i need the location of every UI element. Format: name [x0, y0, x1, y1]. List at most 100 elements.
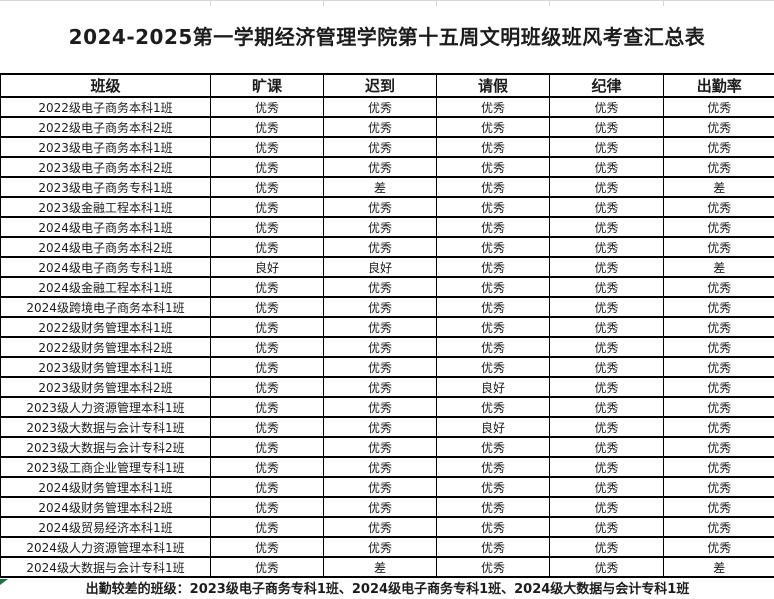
header-cell-class[interactable]: 班级 [0, 73, 211, 98]
rating-cell[interactable]: 优秀 [323, 236, 437, 258]
rating-cell[interactable]: 优秀 [210, 96, 324, 118]
rating-cell[interactable]: 优秀 [663, 156, 774, 178]
rating-cell[interactable]: 优秀 [210, 416, 324, 438]
rating-cell[interactable]: 优秀 [323, 416, 437, 438]
rating-cell[interactable]: 优秀 [436, 396, 550, 418]
rating-cell[interactable]: 优秀 [436, 556, 550, 578]
class-name-cell[interactable]: 2023级电子商务本科1班 [0, 136, 211, 158]
rating-cell[interactable]: 优秀 [663, 356, 774, 378]
class-name-cell[interactable]: 2023级财务管理本科2班 [0, 376, 211, 398]
class-name-cell[interactable]: 2024级财务管理本科1班 [0, 476, 211, 498]
rating-cell[interactable]: 优秀 [549, 176, 664, 198]
rating-cell[interactable]: 优秀 [549, 476, 664, 498]
rating-cell[interactable]: 良好 [436, 416, 550, 438]
class-name-cell[interactable]: 2022级电子商务本科2班 [0, 116, 211, 138]
rating-cell[interactable]: 优秀 [663, 396, 774, 418]
class-name-cell[interactable]: 2023级金融工程本科1班 [0, 196, 211, 218]
rating-cell[interactable]: 优秀 [323, 536, 437, 558]
class-name-cell[interactable]: 2024级人力资源管理本科1班 [0, 536, 211, 558]
rating-cell[interactable]: 优秀 [549, 396, 664, 418]
rating-cell[interactable]: 良好 [436, 376, 550, 398]
rating-cell[interactable]: 优秀 [210, 336, 324, 358]
class-name-cell[interactable]: 2023级人力资源管理本科1班 [0, 396, 211, 418]
rating-cell[interactable]: 优秀 [549, 256, 664, 278]
rating-cell[interactable]: 优秀 [549, 336, 664, 358]
rating-cell[interactable]: 优秀 [210, 276, 324, 298]
rating-cell[interactable]: 优秀 [663, 536, 774, 558]
rating-cell[interactable]: 优秀 [323, 516, 437, 538]
rating-cell[interactable]: 优秀 [323, 196, 437, 218]
rating-cell[interactable]: 优秀 [663, 96, 774, 118]
rating-cell[interactable]: 优秀 [210, 356, 324, 378]
rating-cell[interactable]: 优秀 [549, 216, 664, 238]
rating-cell[interactable]: 优秀 [549, 136, 664, 158]
rating-cell[interactable]: 优秀 [210, 396, 324, 418]
rating-cell[interactable]: 优秀 [549, 416, 664, 438]
rating-cell[interactable]: 良好 [210, 256, 324, 278]
rating-cell[interactable]: 优秀 [210, 156, 324, 178]
class-name-cell[interactable]: 2022级财务管理本科2班 [0, 336, 211, 358]
rating-cell[interactable]: 优秀 [436, 356, 550, 378]
rating-cell[interactable]: 优秀 [323, 356, 437, 378]
rating-cell[interactable]: 优秀 [436, 116, 550, 138]
class-name-cell[interactable]: 2024级金融工程本科1班 [0, 276, 211, 298]
rating-cell[interactable]: 优秀 [549, 116, 664, 138]
rating-cell[interactable]: 优秀 [323, 296, 437, 318]
rating-cell[interactable]: 优秀 [663, 416, 774, 438]
rating-cell[interactable]: 优秀 [663, 296, 774, 318]
rating-cell[interactable]: 优秀 [436, 476, 550, 498]
rating-cell[interactable]: 优秀 [436, 96, 550, 118]
rating-cell[interactable]: 优秀 [323, 456, 437, 478]
rating-cell[interactable]: 差 [323, 556, 437, 578]
class-name-cell[interactable]: 2022级财务管理本科1班 [0, 316, 211, 338]
rating-cell[interactable]: 良好 [323, 256, 437, 278]
rating-cell[interactable]: 优秀 [210, 176, 324, 198]
rating-cell[interactable]: 优秀 [436, 136, 550, 158]
rating-cell[interactable]: 优秀 [210, 476, 324, 498]
rating-cell[interactable]: 优秀 [436, 296, 550, 318]
rating-cell[interactable]: 优秀 [663, 196, 774, 218]
rating-cell[interactable]: 优秀 [663, 436, 774, 458]
rating-cell[interactable]: 优秀 [436, 516, 550, 538]
rating-cell[interactable]: 优秀 [663, 136, 774, 158]
rating-cell[interactable]: 优秀 [210, 196, 324, 218]
rating-cell[interactable]: 优秀 [210, 376, 324, 398]
rating-cell[interactable]: 优秀 [436, 336, 550, 358]
rating-cell[interactable]: 优秀 [549, 496, 664, 518]
rating-cell[interactable]: 优秀 [436, 436, 550, 458]
rating-cell[interactable]: 优秀 [549, 296, 664, 318]
rating-cell[interactable]: 优秀 [210, 136, 324, 158]
rating-cell[interactable]: 优秀 [549, 236, 664, 258]
rating-cell[interactable]: 优秀 [323, 476, 437, 498]
rating-cell[interactable]: 差 [663, 176, 774, 198]
rating-cell[interactable]: 优秀 [663, 376, 774, 398]
rating-cell[interactable]: 优秀 [210, 456, 324, 478]
rating-cell[interactable]: 优秀 [549, 356, 664, 378]
rating-cell[interactable]: 优秀 [436, 196, 550, 218]
rating-cell[interactable]: 优秀 [210, 296, 324, 318]
rating-cell[interactable]: 优秀 [663, 336, 774, 358]
rating-cell[interactable]: 优秀 [210, 516, 324, 538]
rating-cell[interactable]: 优秀 [323, 116, 437, 138]
class-name-cell[interactable]: 2024级电子商务本科1班 [0, 216, 211, 238]
rating-cell[interactable]: 优秀 [323, 156, 437, 178]
rating-cell[interactable]: 优秀 [323, 316, 437, 338]
rating-cell[interactable]: 优秀 [549, 536, 664, 558]
rating-cell[interactable]: 优秀 [210, 556, 324, 578]
class-name-cell[interactable]: 2023级财务管理本科1班 [0, 356, 211, 378]
rating-cell[interactable]: 优秀 [436, 236, 550, 258]
rating-cell[interactable]: 优秀 [663, 316, 774, 338]
rating-cell[interactable]: 优秀 [549, 516, 664, 538]
rating-cell[interactable]: 优秀 [436, 156, 550, 178]
header-cell-absenteeism[interactable]: 旷课 [210, 73, 324, 98]
rating-cell[interactable]: 优秀 [549, 156, 664, 178]
header-cell-lateness[interactable]: 迟到 [323, 73, 437, 98]
class-name-cell[interactable]: 2024级大数据与会计专科1班 [0, 556, 211, 578]
class-name-cell[interactable]: 2022级电子商务本科1班 [0, 96, 211, 118]
rating-cell[interactable]: 优秀 [549, 196, 664, 218]
rating-cell[interactable]: 优秀 [436, 536, 550, 558]
rating-cell[interactable]: 差 [323, 176, 437, 198]
class-name-cell[interactable]: 2023级电子商务专科1班 [0, 176, 211, 198]
header-cell-discipline[interactable]: 纪律 [549, 73, 664, 98]
rating-cell[interactable]: 优秀 [663, 216, 774, 238]
